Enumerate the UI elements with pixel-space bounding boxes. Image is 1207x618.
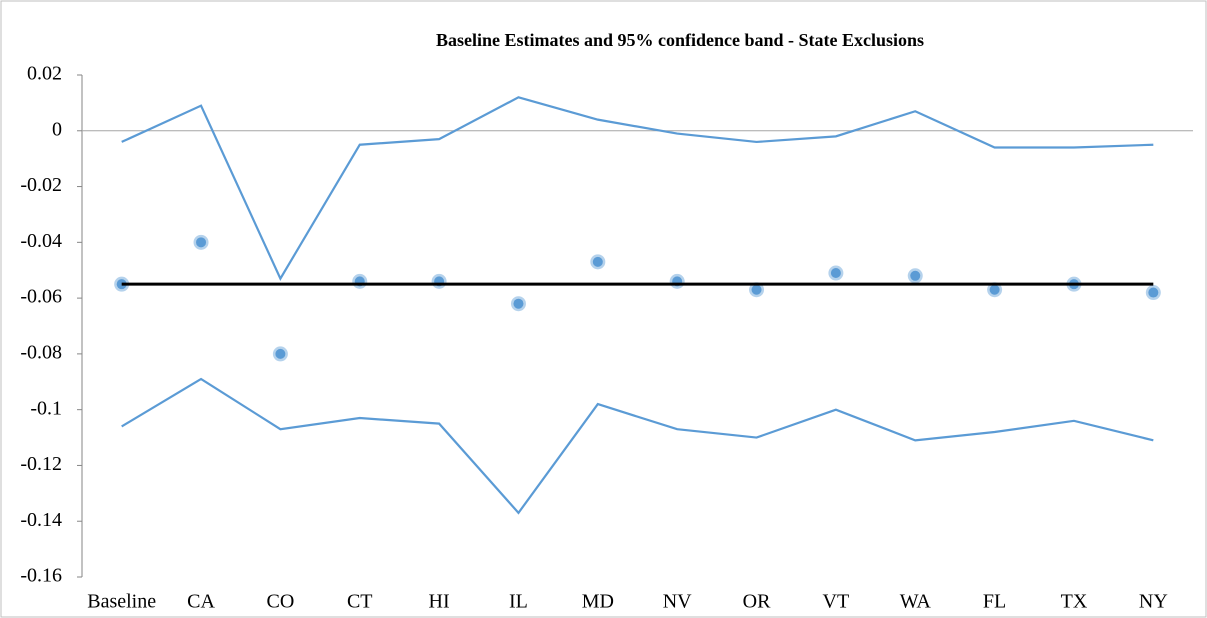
y-tick-label: -0.12 — [20, 453, 62, 475]
y-tick-label: 0.02 — [27, 63, 62, 85]
x-tick-label: NV — [663, 591, 692, 613]
x-tick-label: NY — [1139, 591, 1168, 613]
x-tick-label: MD — [582, 591, 614, 613]
marker — [196, 237, 207, 248]
y-tick-label: -0.02 — [20, 174, 62, 196]
y-tick-label: -0.04 — [20, 230, 62, 252]
y-tick-label: -0.16 — [20, 565, 62, 587]
y-tick-label: 0 — [52, 118, 62, 140]
chart-title: Baseline Estimates and 95% confidence ba… — [436, 30, 924, 50]
x-tick-label: VT — [823, 591, 850, 613]
y-tick-label: -0.14 — [20, 509, 62, 531]
marker — [751, 284, 762, 295]
y-tick-label: -0.1 — [30, 397, 62, 419]
marker — [1148, 287, 1159, 298]
marker — [910, 270, 921, 281]
marker — [592, 256, 603, 267]
x-tick-label: Baseline — [87, 591, 156, 613]
y-tick-label: -0.06 — [20, 286, 62, 308]
line — [121, 377, 1154, 515]
x-tick-label: WA — [900, 591, 932, 613]
x-tick-label: IL — [509, 591, 528, 613]
marker — [989, 284, 1000, 295]
x-tick-label: TX — [1061, 591, 1088, 613]
x-tick-label: OR — [743, 591, 771, 613]
marker — [830, 268, 841, 279]
x-tick-label: CT — [347, 591, 373, 613]
x-tick-label: FL — [983, 591, 1006, 613]
line — [121, 96, 1154, 281]
x-tick-label: CO — [266, 591, 294, 613]
marker — [275, 348, 286, 359]
x-tick-label: HI — [429, 591, 450, 613]
x-tick-label: CA — [187, 591, 215, 613]
y-tick-label: -0.08 — [20, 341, 62, 363]
marker — [513, 298, 524, 309]
